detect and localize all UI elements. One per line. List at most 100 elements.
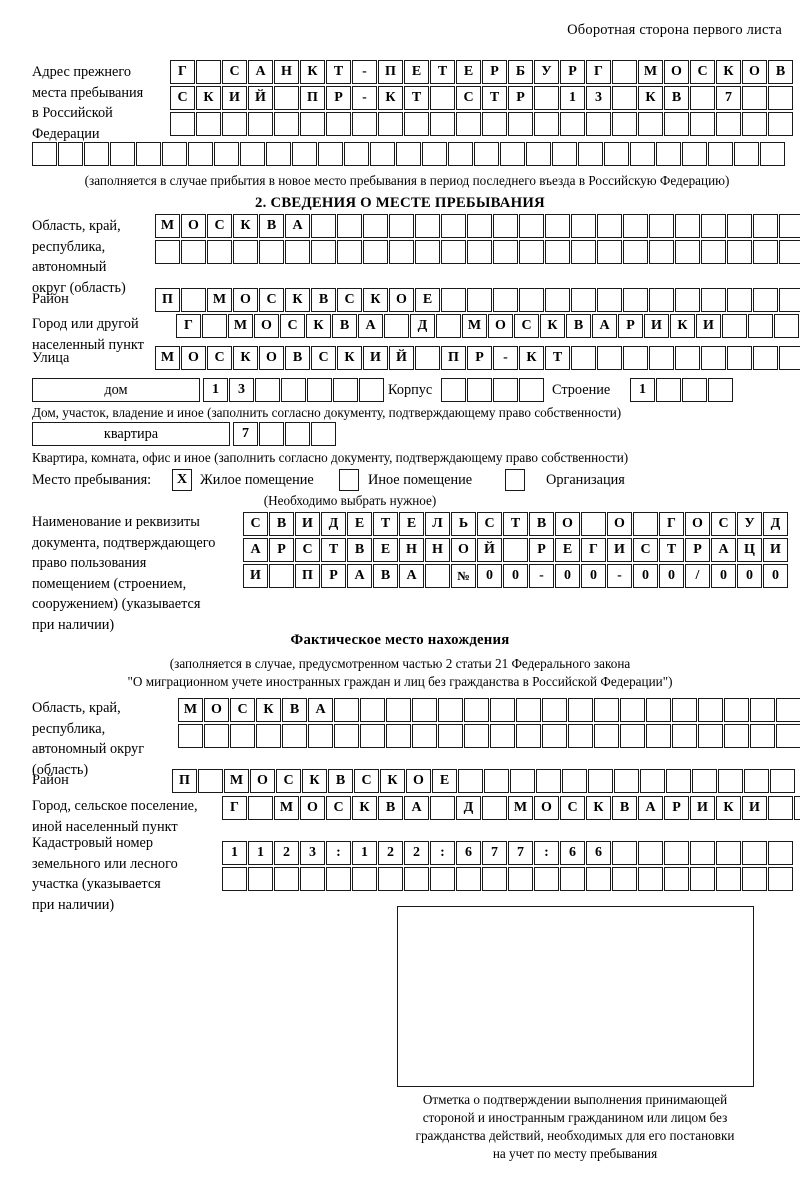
- comb-cell[interactable]: [750, 724, 775, 748]
- comb-cell[interactable]: [552, 142, 577, 166]
- comb-cell[interactable]: [768, 841, 793, 865]
- comb-cell[interactable]: [389, 240, 414, 264]
- comb-cell[interactable]: К: [540, 314, 565, 338]
- comb-cell[interactable]: [430, 796, 455, 820]
- comb-cell[interactable]: [664, 112, 689, 136]
- comb-cell[interactable]: [359, 378, 384, 402]
- comb-cell[interactable]: О: [742, 60, 767, 84]
- comb-cell[interactable]: 3: [229, 378, 254, 402]
- comb-cell[interactable]: [649, 288, 674, 312]
- comb-cell[interactable]: [534, 112, 559, 136]
- comb-cell[interactable]: Т: [326, 60, 351, 84]
- comb-cell[interactable]: [568, 698, 593, 722]
- comb-cell[interactable]: 2: [404, 841, 429, 865]
- comb-cell[interactable]: [562, 769, 587, 793]
- comb-cell[interactable]: [311, 422, 336, 446]
- comb-cell[interactable]: О: [233, 288, 258, 312]
- comb-cell[interactable]: [620, 698, 645, 722]
- comb-cell[interactable]: [404, 867, 429, 891]
- comb-cell[interactable]: Е: [415, 288, 440, 312]
- comb-cell[interactable]: [136, 142, 161, 166]
- comb-cell[interactable]: 2: [378, 841, 403, 865]
- comb-cell[interactable]: [571, 288, 596, 312]
- document-row-3[interactable]: И П Р А В А № 0 0-0 0-0 0/0 0 0: [243, 564, 789, 588]
- comb-cell[interactable]: [682, 378, 707, 402]
- comb-cell[interactable]: [448, 142, 473, 166]
- comb-cell[interactable]: [727, 214, 752, 238]
- comb-cell[interactable]: И: [222, 86, 247, 110]
- stay-place-option3-checkbox[interactable]: [505, 469, 525, 491]
- comb-cell[interactable]: Р: [618, 314, 643, 338]
- comb-cell[interactable]: [675, 214, 700, 238]
- comb-cell[interactable]: [779, 214, 800, 238]
- comb-cell[interactable]: [516, 698, 541, 722]
- comb-cell[interactable]: С: [514, 314, 539, 338]
- comb-cell[interactable]: В: [269, 512, 294, 536]
- comb-cell[interactable]: П: [441, 346, 466, 370]
- comb-cell[interactable]: [300, 112, 325, 136]
- comb-cell[interactable]: [438, 724, 463, 748]
- comb-cell[interactable]: А: [399, 564, 424, 588]
- comb-cell[interactable]: [404, 112, 429, 136]
- comb-cell[interactable]: К: [302, 769, 327, 793]
- comb-cell[interactable]: [519, 214, 544, 238]
- comb-cell[interactable]: [760, 142, 785, 166]
- comb-cell[interactable]: [768, 796, 793, 820]
- comb-cell[interactable]: 6: [586, 841, 611, 865]
- comb-cell[interactable]: [776, 698, 800, 722]
- comb-cell[interactable]: [779, 240, 800, 264]
- comb-cell[interactable]: №: [451, 564, 476, 588]
- comb-cell[interactable]: М: [224, 769, 249, 793]
- comb-cell[interactable]: Л: [425, 512, 450, 536]
- comb-cell[interactable]: М: [155, 346, 180, 370]
- comb-cell[interactable]: В: [378, 796, 403, 820]
- prev-address-row-3[interactable]: [170, 112, 794, 136]
- comb-cell[interactable]: К: [716, 796, 741, 820]
- comb-cell[interactable]: [285, 422, 310, 446]
- comb-cell[interactable]: [519, 288, 544, 312]
- comb-cell[interactable]: У: [737, 512, 762, 536]
- comb-cell[interactable]: Р: [529, 538, 554, 562]
- comb-cell[interactable]: [307, 378, 332, 402]
- comb-cell[interactable]: К: [337, 346, 362, 370]
- comb-cell[interactable]: 0: [477, 564, 502, 588]
- comb-cell[interactable]: [779, 288, 800, 312]
- comb-cell[interactable]: К: [716, 60, 741, 84]
- comb-cell[interactable]: [690, 112, 715, 136]
- comb-cell[interactable]: [196, 60, 221, 84]
- comb-cell[interactable]: [753, 346, 778, 370]
- comb-cell[interactable]: [333, 378, 358, 402]
- comb-cell[interactable]: [640, 769, 665, 793]
- comb-cell[interactable]: Т: [404, 86, 429, 110]
- comb-cell[interactable]: 0: [503, 564, 528, 588]
- comb-cell[interactable]: -: [352, 86, 377, 110]
- comb-cell[interactable]: [363, 214, 388, 238]
- comb-cell[interactable]: [222, 867, 247, 891]
- comb-cell[interactable]: [425, 564, 450, 588]
- stay-place-option2-checkbox[interactable]: [339, 469, 359, 491]
- comb-cell[interactable]: 0: [659, 564, 684, 588]
- comb-cell[interactable]: [259, 422, 284, 446]
- comb-cell[interactable]: С: [259, 288, 284, 312]
- comb-cell[interactable]: Т: [321, 538, 346, 562]
- comb-cell[interactable]: Р: [685, 538, 710, 562]
- comb-cell[interactable]: [482, 796, 507, 820]
- comb-cell[interactable]: К: [363, 288, 388, 312]
- comb-cell[interactable]: [794, 796, 800, 820]
- comb-cell[interactable]: Р: [508, 86, 533, 110]
- comb-cell[interactable]: [623, 214, 648, 238]
- comb-cell[interactable]: Р: [321, 564, 346, 588]
- comb-cell[interactable]: [58, 142, 83, 166]
- comb-cell[interactable]: П: [378, 60, 403, 84]
- comb-cell[interactable]: [503, 538, 528, 562]
- comb-cell[interactable]: К: [670, 314, 695, 338]
- comb-cell[interactable]: [493, 214, 518, 238]
- comb-cell[interactable]: [612, 112, 637, 136]
- comb-cell[interactable]: [753, 214, 778, 238]
- comb-cell[interactable]: О: [181, 214, 206, 238]
- comb-cell[interactable]: [285, 240, 310, 264]
- comb-cell[interactable]: Ь: [451, 512, 476, 536]
- comb-cell[interactable]: [386, 698, 411, 722]
- comb-cell[interactable]: [266, 142, 291, 166]
